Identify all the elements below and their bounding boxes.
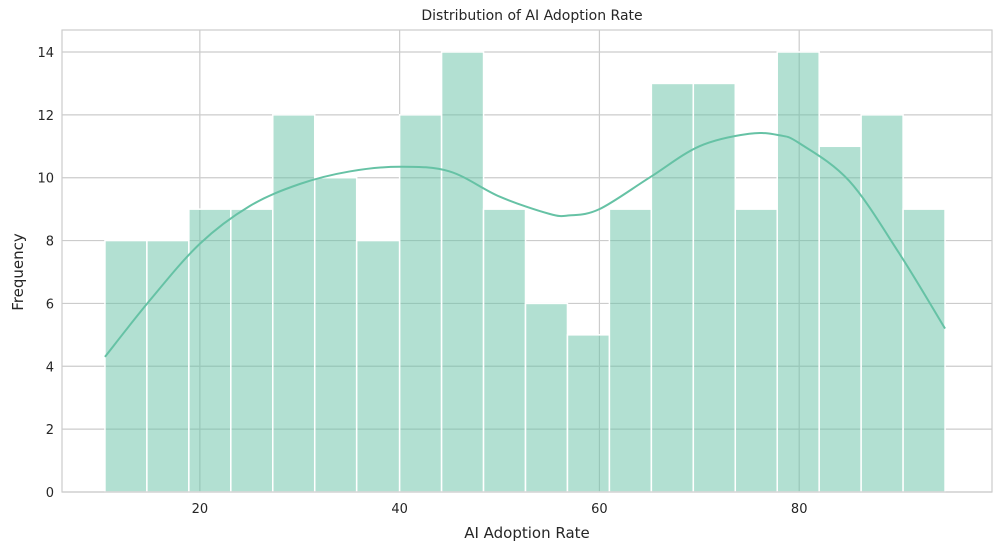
histogram-bar <box>818 145 862 493</box>
histogram-bar <box>524 302 569 493</box>
histogram-bar <box>734 208 778 493</box>
x-tick-label: 40 <box>391 502 408 517</box>
histogram-bar <box>355 239 401 493</box>
x-tick-label: 60 <box>591 502 608 517</box>
histogram-bar <box>230 208 274 493</box>
histogram-bars <box>104 51 946 493</box>
y-tick-label: 8 <box>46 235 54 250</box>
y-tick-label: 12 <box>37 109 54 124</box>
histogram-bar <box>440 51 485 493</box>
x-axis-label: AI Adoption Rate <box>464 524 590 542</box>
histogram-bar <box>313 176 358 493</box>
y-tick-label: 0 <box>46 486 54 501</box>
y-tick-label: 2 <box>46 423 54 438</box>
histogram-bar <box>188 208 232 493</box>
histogram-bar <box>860 114 904 493</box>
x-tick-label: 20 <box>192 502 209 517</box>
y-tick-label: 4 <box>46 360 54 375</box>
histogram-bar <box>398 114 443 493</box>
y-tick-labels: 0 2 4 6 8 10 12 14 <box>37 46 54 501</box>
histogram-bar <box>902 208 946 493</box>
y-tick-label: 14 <box>37 46 54 61</box>
histogram-bar <box>146 239 190 493</box>
histogram-bar <box>608 208 653 493</box>
x-tick-label: 80 <box>791 502 808 517</box>
histogram-bar <box>692 82 737 493</box>
histogram-bar <box>272 114 316 493</box>
x-tick-labels: 20 40 60 80 <box>192 502 808 517</box>
histogram-bar <box>776 51 820 493</box>
y-tick-label: 10 <box>37 172 54 187</box>
histogram-bar <box>566 334 611 493</box>
plot-frame <box>61 29 993 493</box>
y-tick-label: 6 <box>46 297 54 312</box>
y-axis-label: Frequency <box>9 233 27 311</box>
histogram-bar <box>104 239 148 493</box>
histogram-bar <box>482 208 527 493</box>
histogram-bar <box>650 82 695 493</box>
chart-title: Distribution of AI Adoption Rate <box>421 8 642 24</box>
kde-curve <box>104 131 946 358</box>
